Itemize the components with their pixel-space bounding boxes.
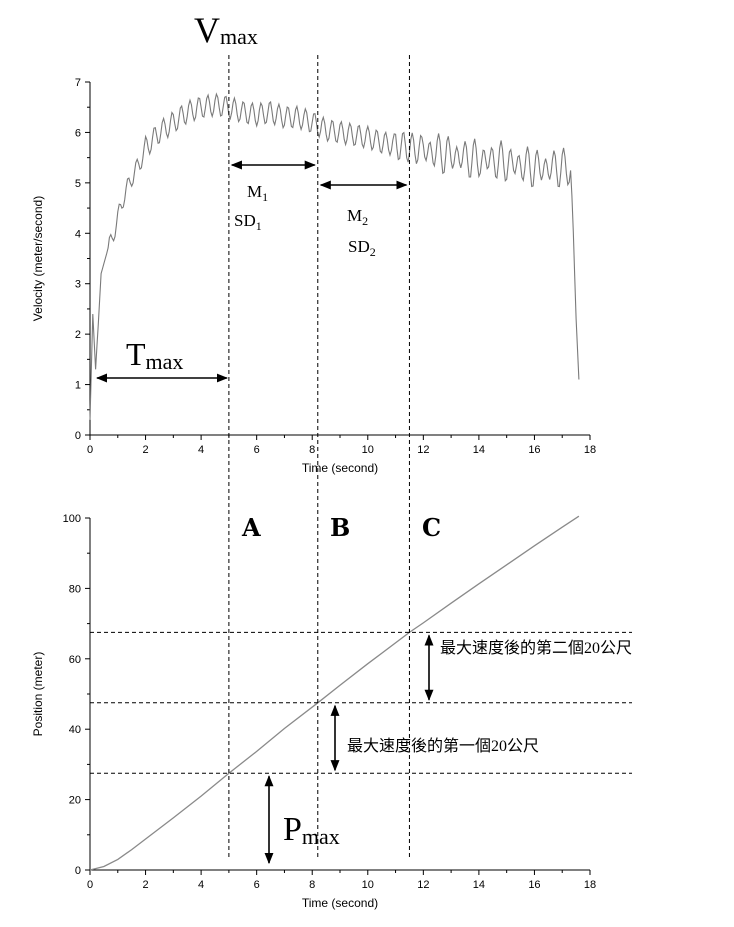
position-x-tick-label: 8 [309,879,315,891]
velocity-x-tick-label: 4 [198,444,204,456]
position-x-axis-label: Time (second) [302,896,378,910]
position-x-tick-label: 10 [362,879,374,891]
velocity-y-tick-label: 3 [75,279,81,291]
position-chart: 0 2 4 6 8 10 12 14 16 18 0 20 40 60 80 100 Time (second)… [31,513,596,910]
m2-label: M2 [347,206,368,228]
position-y-tick-label: 100 [63,513,81,525]
velocity-x-tick-label: 16 [528,444,540,456]
position-x-tick-label: 14 [473,879,485,891]
second-20m-note: 最大速度後的第二個20公尺 [440,639,632,657]
position-x-tick-label: 2 [142,879,148,891]
position-y-tick-label: 80 [69,583,81,595]
section-label-a: A [241,513,261,542]
position-x-tick-label: 4 [198,879,204,891]
velocity-x-tick-label: 0 [87,444,93,456]
velocity-y-tick-label: 6 [75,127,81,139]
velocity-x-tick-label: 2 [142,444,148,456]
velocity-x-tick-label: 12 [417,444,429,456]
m1-label: M1 [247,182,268,204]
section-label-b: B [330,513,350,542]
velocity-x-tick-label: 8 [309,444,315,456]
velocity-x-tick-label: 6 [254,444,260,456]
position-x-tick-label: 0 [87,879,93,891]
position-y-axis-label: Position (meter) [31,652,45,737]
position-x-tick-label: 18 [584,879,596,891]
velocity-y-tick-label: 1 [75,380,81,392]
velocity-x-axis-label: Time (second) [302,461,378,475]
velocity-y-axis-label: Velocity (meter/second) [31,196,45,321]
velocity-y-tick-label: 0 [75,430,81,442]
velocity-series-line [89,92,580,420]
position-x-tick-label: 16 [528,879,540,891]
pmax-label: Pmax [283,811,340,849]
vmax-label: Vmax [194,10,258,50]
position-series-line [89,515,580,871]
annotation-overlay: Vmax Tmax M1 SD1 M2 SD2 A B C Pmax 最大速度後的第二個20公尺最大… [90,10,632,865]
velocity-x-tick-label: 10 [362,444,374,456]
sd2-label: SD2 [348,237,376,259]
velocity-x-tick-label: 18 [584,444,596,456]
position-y-tick-label: 20 [69,795,81,807]
position-y-tick-label: 40 [69,724,81,736]
velocity-y-tick-label: 5 [75,178,81,190]
position-y-tick-label: 0 [75,865,81,877]
sd1-label: SD1 [234,211,262,233]
position-x-tick-label: 12 [417,879,429,891]
position-x-tick-label: 6 [254,879,260,891]
velocity-y-tick-label: 2 [75,329,81,341]
velocity-y-tick-label: 7 [75,77,81,89]
velocity-y-tick-label: 4 [75,228,81,240]
velocity-x-tick-label: 14 [473,444,485,456]
position-y-tick-label: 60 [69,654,81,666]
section-label-c: C [422,513,441,542]
tmax-label: Tmax [126,336,183,374]
first-20m-note: 最大速度後的第一個20公尺 [347,737,539,755]
